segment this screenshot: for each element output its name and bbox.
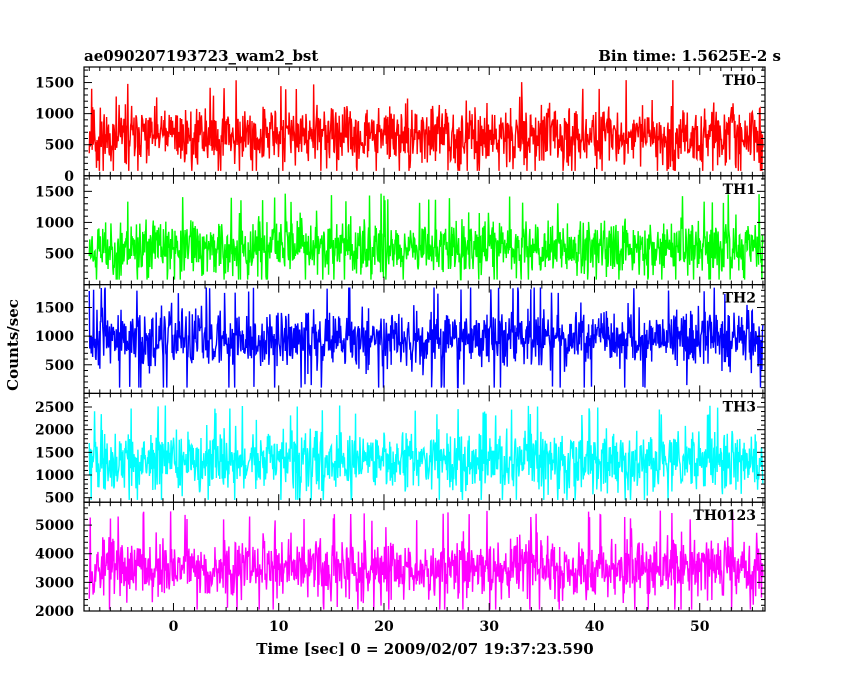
panel-frame [83, 501, 766, 612]
series-th2-line [88, 287, 764, 389]
y-tick-label: 1000 [35, 468, 74, 484]
series-th0-line [88, 80, 764, 171]
x-tick-label: 20 [374, 619, 394, 635]
x-tick-label: 10 [269, 619, 289, 635]
y-tick-label: 5000 [35, 518, 74, 534]
y-tick-label: 2500 [35, 400, 74, 416]
bin-time-label: Bin time: 1.5625E-2 s [598, 47, 781, 65]
series-th1-line [88, 193, 764, 281]
y-tick-label: 500 [45, 138, 74, 154]
y-tick-label: 1500 [35, 184, 74, 200]
y-tick-label: 2000 [35, 604, 74, 620]
y-tick-label: 500 [45, 247, 74, 263]
x-tick-label: 40 [585, 619, 605, 635]
y-axis-label: Counts/sec [4, 299, 22, 391]
x-tick-label: 30 [479, 619, 499, 635]
x-tick-label: 50 [690, 619, 710, 635]
series-label-th0123: TH0123 [693, 508, 756, 524]
series-label-th2: TH2 [723, 291, 756, 307]
panel-th0123: 2000 3000 4000 5000 TH0123 [35, 501, 766, 620]
series-label-th0: TH0 [723, 73, 757, 89]
x-tick-label: 0 [169, 619, 179, 635]
series-label-th1: TH1 [723, 182, 756, 198]
y-tick-label: 4000 [35, 547, 74, 563]
panel-th2: 500 1000 1500 TH2 [35, 284, 766, 395]
y-tick-label: 2000 [35, 423, 74, 439]
y-tick-label: 1000 [35, 329, 74, 345]
panel-th1: 500 1000 1500 TH1 [35, 175, 766, 286]
y-tick-label: 0 [64, 169, 74, 185]
panel-th3: 500 1000 1500 2000 2500 TH3 [35, 392, 766, 507]
figure-title: ae090207193723_wam2_bst [84, 47, 318, 65]
y-tick-label: 1000 [35, 107, 74, 123]
y-tick-label: 3000 [35, 575, 74, 591]
y-tick-label: 1000 [35, 215, 74, 231]
series-th3-line [88, 405, 764, 501]
y-tick-label: 500 [45, 358, 74, 374]
series-label-th3: TH3 [723, 399, 756, 415]
y-tick-label: 1500 [35, 76, 74, 92]
series-th0123-line [88, 510, 764, 610]
x-axis-label: Time [sec] 0 = 2009/02/07 19:37:23.590 [256, 640, 593, 658]
y-tick-label: 1500 [35, 445, 74, 461]
panel-th0: 0 500 1000 1500 TH0 [35, 66, 766, 185]
y-tick-label: 500 [45, 491, 74, 507]
y-tick-label: 1500 [35, 301, 74, 317]
